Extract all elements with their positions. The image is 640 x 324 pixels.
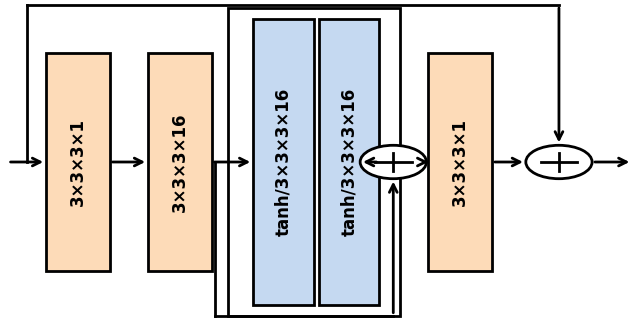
Text: 3×3×3×16: 3×3×3×16 [171,112,189,212]
Bar [253,19,314,305]
Text: 3×3×3×1: 3×3×3×1 [451,118,469,206]
Circle shape [526,145,592,179]
Bar [428,53,492,271]
Text: tanh/3×3×3×16: tanh/3×3×3×16 [275,88,292,236]
Bar [46,53,109,271]
Bar [319,19,380,305]
Bar [228,8,399,316]
Text: 3×3×3×1: 3×3×3×1 [69,118,87,206]
Circle shape [360,145,426,179]
Text: tanh/3×3×3×16: tanh/3×3×3×16 [340,88,358,236]
Bar [148,53,212,271]
